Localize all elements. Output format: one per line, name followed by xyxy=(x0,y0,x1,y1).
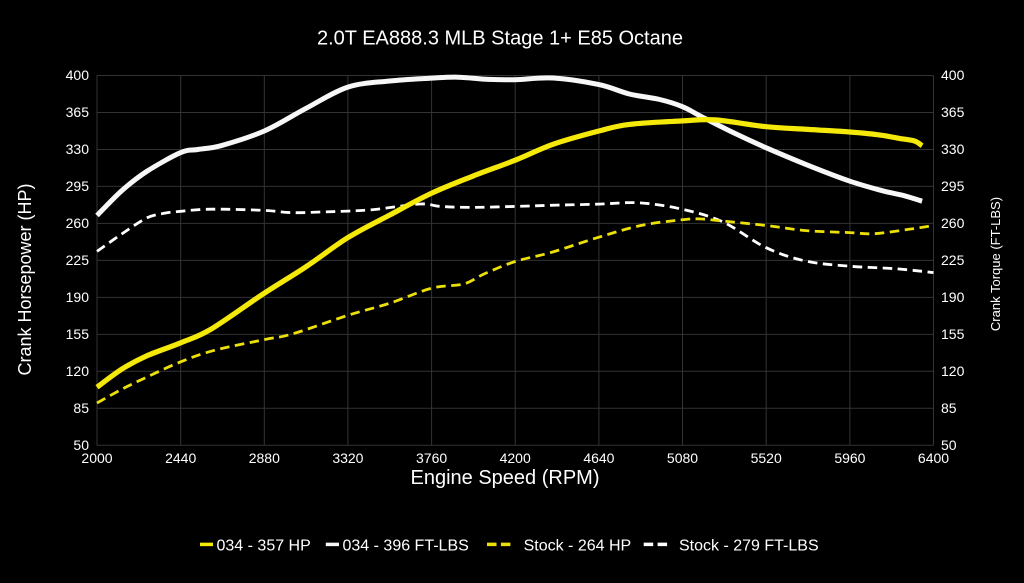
svg-text:85: 85 xyxy=(941,400,957,416)
svg-text:3320: 3320 xyxy=(332,450,363,466)
svg-text:4200: 4200 xyxy=(500,450,531,466)
svg-text:260: 260 xyxy=(941,215,965,231)
svg-text:2000: 2000 xyxy=(81,450,112,466)
svg-text:120: 120 xyxy=(66,363,90,379)
svg-text:5080: 5080 xyxy=(667,450,698,466)
svg-text:Stock - 279 FT-LBS: Stock - 279 FT-LBS xyxy=(679,538,819,555)
svg-text:330: 330 xyxy=(941,141,965,157)
svg-text:400: 400 xyxy=(66,67,90,83)
svg-text:Crank Horsepower (HP): Crank Horsepower (HP) xyxy=(15,183,35,375)
svg-text:Engine Speed (RPM): Engine Speed (RPM) xyxy=(411,467,600,489)
svg-text:2440: 2440 xyxy=(165,450,196,466)
svg-text:155: 155 xyxy=(66,326,90,342)
svg-text:225: 225 xyxy=(941,252,965,268)
svg-text:295: 295 xyxy=(941,178,965,194)
svg-text:Stock - 264 HP: Stock - 264 HP xyxy=(524,538,632,555)
svg-text:5520: 5520 xyxy=(751,450,782,466)
svg-text:50: 50 xyxy=(941,437,957,453)
svg-text:190: 190 xyxy=(941,289,965,305)
svg-text:4640: 4640 xyxy=(583,450,614,466)
svg-text:50: 50 xyxy=(73,437,89,453)
svg-text:85: 85 xyxy=(73,400,89,416)
svg-text:034 - 357 HP: 034 - 357 HP xyxy=(217,538,311,555)
svg-text:330: 330 xyxy=(66,141,90,157)
svg-text:2880: 2880 xyxy=(249,450,280,466)
svg-text:5960: 5960 xyxy=(834,450,865,466)
svg-text:225: 225 xyxy=(66,252,90,268)
svg-text:Crank Torque (FT-LBS): Crank Torque (FT-LBS) xyxy=(988,197,1003,331)
svg-text:400: 400 xyxy=(941,67,965,83)
svg-text:034 - 396 FT-LBS: 034 - 396 FT-LBS xyxy=(343,538,469,555)
svg-text:155: 155 xyxy=(941,326,965,342)
svg-text:260: 260 xyxy=(66,215,90,231)
svg-text:120: 120 xyxy=(941,363,965,379)
svg-text:6400: 6400 xyxy=(918,450,949,466)
svg-text:190: 190 xyxy=(66,289,90,305)
svg-text:3760: 3760 xyxy=(416,450,447,466)
svg-text:365: 365 xyxy=(941,104,965,120)
svg-text:365: 365 xyxy=(66,104,90,120)
svg-text:2.0T EA888.3 MLB Stage 1+ E85: 2.0T EA888.3 MLB Stage 1+ E85 Octane xyxy=(317,28,683,50)
svg-text:295: 295 xyxy=(66,178,90,194)
